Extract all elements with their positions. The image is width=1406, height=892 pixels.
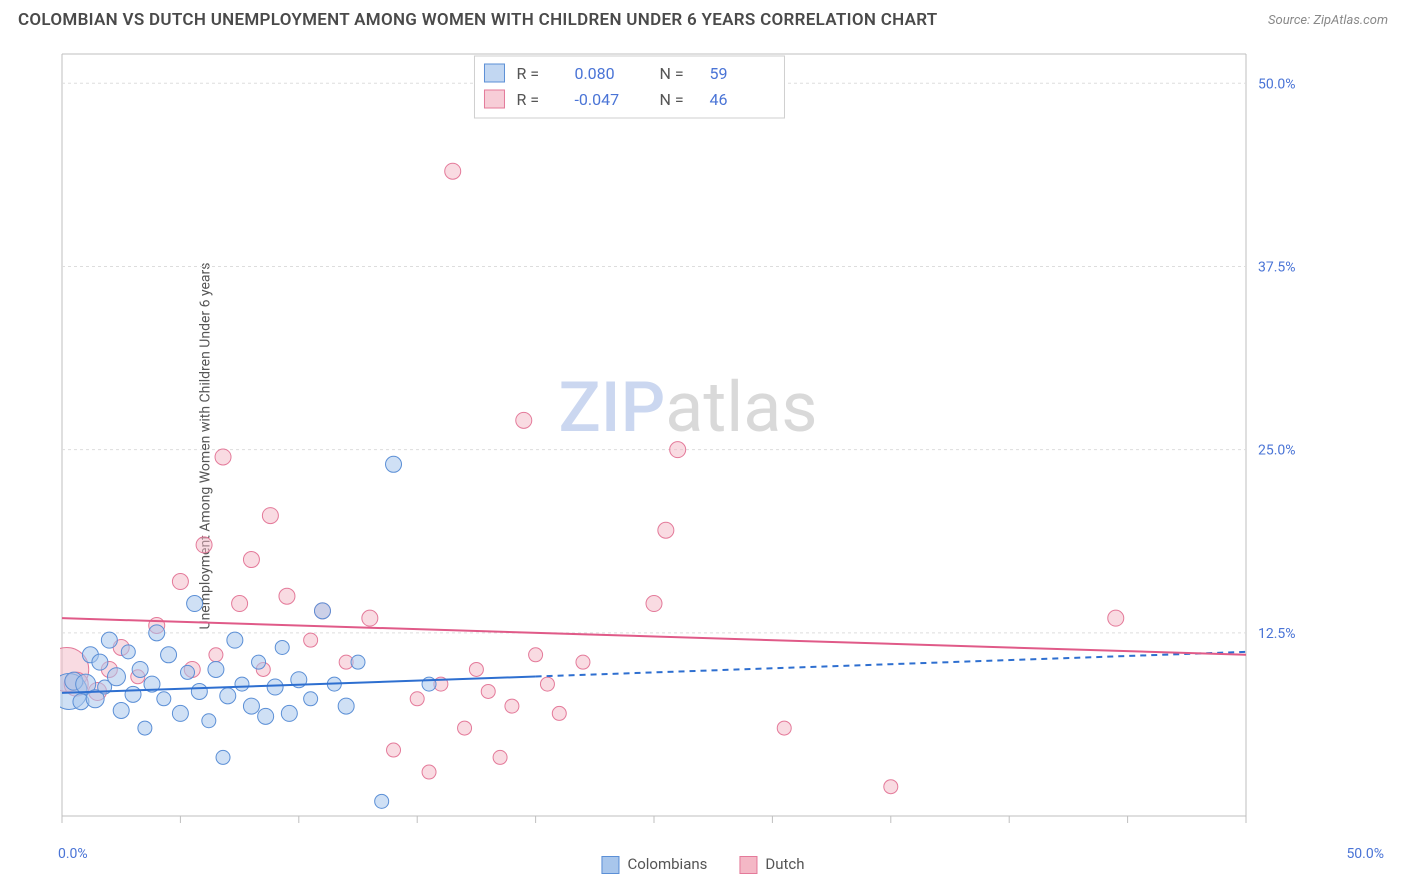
data-point bbox=[505, 699, 519, 713]
data-point bbox=[157, 692, 171, 706]
trend-line-dashed bbox=[536, 652, 1246, 677]
scatter-plot-svg: 12.5% 25.0% 37.5% 50.0% R = 0.080 N = 59 R = -0.0… bbox=[60, 44, 1316, 836]
legend-item-colombians: Colombians bbox=[601, 855, 707, 874]
data-point bbox=[121, 645, 135, 659]
data-point bbox=[107, 668, 125, 686]
data-point bbox=[884, 780, 898, 794]
chart-area: 12.5% 25.0% 37.5% 50.0% R = 0.080 N = 59 R = -0.0… bbox=[60, 44, 1316, 836]
data-point bbox=[552, 706, 566, 720]
data-point bbox=[161, 647, 177, 663]
data-point bbox=[576, 655, 590, 669]
chart-source: Source: ZipAtlas.com bbox=[1268, 13, 1388, 28]
data-point bbox=[215, 449, 231, 465]
data-point bbox=[172, 705, 188, 721]
data-point bbox=[458, 721, 472, 735]
data-point bbox=[670, 442, 686, 458]
y-tick-label: 37.5% bbox=[1258, 259, 1296, 275]
svg-text:N =: N = bbox=[659, 90, 683, 109]
chart-title: COLOMBIAN VS DUTCH UNEMPLOYMENT AMONG WO… bbox=[18, 10, 938, 30]
data-point bbox=[138, 721, 152, 735]
data-point bbox=[646, 596, 662, 612]
data-point bbox=[386, 456, 402, 472]
data-point bbox=[243, 698, 259, 714]
data-point bbox=[243, 552, 259, 568]
data-point bbox=[101, 632, 117, 648]
data-point bbox=[196, 537, 212, 553]
data-point bbox=[187, 596, 203, 612]
data-point bbox=[516, 412, 532, 428]
data-point bbox=[172, 574, 188, 590]
data-point bbox=[92, 654, 108, 670]
data-point bbox=[1108, 610, 1124, 626]
data-point bbox=[304, 633, 318, 647]
data-point bbox=[132, 661, 148, 677]
correlation-legend: R = 0.080 N = 59 R = -0.047 N = 46 bbox=[474, 56, 784, 118]
svg-text:-0.047: -0.047 bbox=[574, 90, 619, 109]
data-point bbox=[262, 508, 278, 524]
data-point bbox=[149, 625, 165, 641]
chart-header: COLOMBIAN VS DUTCH UNEMPLOYMENT AMONG WO… bbox=[0, 0, 1406, 36]
svg-text:R =: R = bbox=[516, 64, 539, 83]
data-point bbox=[469, 662, 483, 676]
data-point bbox=[777, 721, 791, 735]
data-point bbox=[658, 522, 674, 538]
x-axis-min-label: 0.0% bbox=[58, 846, 88, 862]
data-point bbox=[235, 677, 249, 691]
data-point bbox=[209, 648, 223, 662]
data-point bbox=[445, 163, 461, 179]
legend-item-dutch: Dutch bbox=[739, 855, 804, 874]
data-point bbox=[529, 648, 543, 662]
data-point bbox=[227, 632, 243, 648]
legend-swatch-icon bbox=[601, 856, 619, 874]
data-point bbox=[351, 655, 365, 669]
data-point bbox=[267, 679, 283, 695]
legend-swatch-icon bbox=[739, 856, 757, 874]
data-point bbox=[279, 588, 295, 604]
data-point bbox=[422, 765, 436, 779]
data-point bbox=[281, 705, 297, 721]
data-point bbox=[493, 750, 507, 764]
data-point bbox=[232, 596, 248, 612]
data-point bbox=[252, 655, 266, 669]
data-point bbox=[338, 698, 354, 714]
data-point bbox=[125, 686, 141, 702]
data-point bbox=[304, 692, 318, 706]
data-point bbox=[258, 708, 274, 724]
data-point bbox=[216, 750, 230, 764]
y-tick-label: 12.5% bbox=[1258, 626, 1296, 642]
data-point bbox=[481, 684, 495, 698]
svg-text:R =: R = bbox=[516, 90, 539, 109]
legend-bottom: Colombians Dutch bbox=[601, 855, 804, 874]
data-point bbox=[375, 794, 389, 808]
data-point bbox=[220, 688, 236, 704]
data-point bbox=[410, 692, 424, 706]
data-point bbox=[275, 640, 289, 654]
svg-text:N =: N = bbox=[659, 64, 683, 83]
data-point bbox=[202, 714, 216, 728]
svg-text:59: 59 bbox=[709, 64, 727, 83]
data-point bbox=[540, 677, 554, 691]
data-point bbox=[208, 661, 224, 677]
data-point bbox=[314, 603, 330, 619]
data-point bbox=[191, 683, 207, 699]
svg-text:0.080: 0.080 bbox=[574, 64, 614, 83]
svg-text:46: 46 bbox=[709, 90, 727, 109]
data-point bbox=[362, 610, 378, 626]
y-tick-label: 50.0% bbox=[1258, 76, 1296, 92]
y-tick-label: 25.0% bbox=[1258, 443, 1296, 459]
x-axis-max-label: 50.0% bbox=[1346, 846, 1384, 862]
data-point bbox=[181, 665, 195, 679]
data-point bbox=[387, 743, 401, 757]
data-point bbox=[113, 702, 129, 718]
